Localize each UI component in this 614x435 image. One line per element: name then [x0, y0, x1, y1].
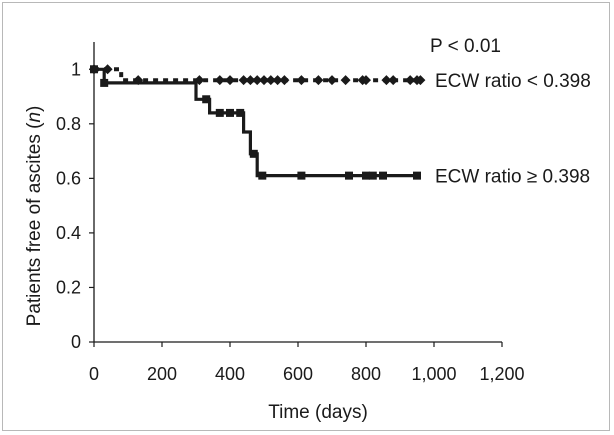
censor-marker-solid [362, 171, 370, 180]
censor-marker-solid [90, 65, 98, 74]
x-tick-label: 1,200 [479, 364, 524, 384]
censor-marker-solid [413, 171, 421, 180]
censor-marker-dotted [225, 75, 235, 86]
x-tick-label: 1,000 [411, 364, 456, 384]
censor-marker-solid [226, 108, 234, 117]
censor-marker-dotted [415, 75, 426, 86]
censor-marker-dotted [279, 75, 290, 86]
censor-marker-dotted [245, 75, 256, 86]
y-axis-title-prefix: Patients free of ascites ( [24, 122, 45, 326]
x-tick-label: 0 [89, 364, 99, 384]
x-tick-label: 200 [147, 364, 177, 384]
p-value-annotation: P < 0.01 [430, 36, 501, 57]
series-layer [94, 67, 419, 178]
censor-marker-solid [379, 171, 387, 180]
censor-marker-dotted [296, 75, 307, 86]
censor-marker-dotted [214, 75, 225, 86]
x-axis-title: Time (days) [268, 402, 368, 423]
x-tick-label: 400 [215, 364, 245, 384]
y-axis-title-suffix: ) [24, 106, 45, 112]
censor-marker-solid [236, 108, 245, 117]
y-axis-title: Patients free of ascites (n) [24, 106, 45, 327]
series-label-0: ECW ratio < 0.398 [435, 71, 591, 92]
censor-marker-solid [368, 171, 377, 180]
censor-marker-solid [249, 149, 258, 158]
censor-marker-dotted [102, 64, 113, 75]
series-line-1 [94, 67, 419, 178]
censor-marker-dotted [327, 75, 337, 86]
tick-labels: 0 0.2 0.4 0.6 0.8 1 0 200 400 600 800 1,000 1,200 [56, 59, 525, 384]
censor-marker-dotted [133, 75, 144, 86]
axes [89, 42, 503, 347]
y-axis-title-italic: n [24, 112, 45, 123]
y-tick-label: 0.4 [56, 223, 81, 243]
y-tick-label: 0.6 [56, 168, 81, 188]
censor-marker-dotted [381, 75, 392, 86]
x-tick-label: 800 [351, 364, 381, 384]
x-tick-label: 600 [283, 364, 313, 384]
censor-marker-dotted [361, 75, 371, 86]
censor-marker-dotted [272, 75, 283, 86]
censor-marker-solid [345, 171, 353, 180]
series-labels: ECW ratio < 0.398 ECW ratio ≥ 0.398 [435, 71, 591, 187]
censor-marker-dotted [265, 75, 276, 86]
censor-marker-dotted [313, 75, 324, 86]
y-tick-label: 1 [71, 59, 81, 79]
series-label-1: ECW ratio ≥ 0.398 [435, 167, 590, 188]
censor-marker-dotted [238, 75, 249, 86]
y-tick-label: 0.2 [56, 277, 81, 297]
censor-marker-solid [258, 171, 267, 180]
censor-marker-dotted [340, 75, 351, 86]
censor-markers [89, 64, 426, 180]
censor-marker-dotted [259, 75, 269, 86]
y-tick-label: 0 [71, 332, 81, 352]
censor-marker-solid [202, 95, 211, 104]
y-tick-label: 0.8 [56, 114, 81, 134]
censor-marker-solid [215, 108, 224, 117]
censor-marker-dotted [388, 75, 399, 86]
censor-marker-solid [297, 171, 306, 180]
censor-marker-dotted [405, 75, 416, 86]
censor-marker-solid [100, 78, 109, 87]
censor-marker-dotted [194, 75, 205, 86]
censor-marker-dotted [252, 75, 263, 86]
